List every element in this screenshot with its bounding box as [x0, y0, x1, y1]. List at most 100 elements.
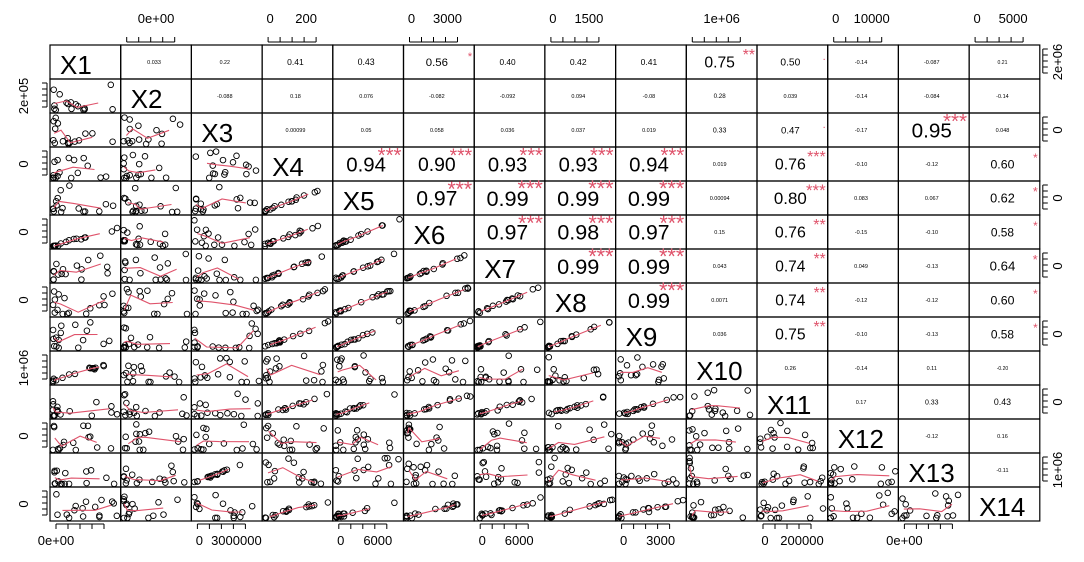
data-point: [120, 236, 128, 244]
smooth-line: [196, 408, 251, 413]
data-point: [550, 366, 557, 373]
smooth-line: [689, 439, 736, 445]
data-point: [476, 476, 483, 483]
data-point: [289, 332, 297, 340]
significance-stars: **: [813, 217, 825, 234]
data-point: [123, 399, 130, 407]
data-point: [191, 404, 198, 411]
data-point: [923, 512, 930, 520]
data-point: [180, 394, 187, 401]
correlation-value: 0.036: [501, 128, 515, 134]
data-point: [286, 231, 293, 238]
data-point: [50, 288, 58, 295]
data-point: [574, 404, 581, 411]
data-point: [132, 256, 140, 264]
data-point: [91, 366, 98, 373]
variable-label: X13: [908, 458, 954, 488]
data-point: [364, 463, 372, 471]
data-point: [350, 268, 358, 275]
data-point: [100, 340, 107, 348]
data-point: [229, 309, 236, 316]
data-point: [164, 260, 172, 267]
data-point: [82, 310, 90, 318]
data-point: [733, 407, 741, 415]
data-point: [705, 406, 713, 413]
data-point: [270, 475, 278, 482]
smooth-line: [337, 466, 392, 478]
correlation-value: 0.22: [220, 60, 230, 66]
data-point: [196, 302, 204, 309]
data-point: [334, 427, 342, 434]
data-point: [337, 274, 345, 281]
axis-tick-label: 0: [832, 11, 839, 26]
data-point: [663, 396, 671, 404]
data-point: [489, 428, 497, 435]
data-point: [125, 199, 132, 206]
data-point: [250, 302, 257, 310]
data-point: [280, 336, 288, 343]
variable-label: X3: [201, 118, 233, 148]
correlation-value: 0.16: [997, 434, 1008, 440]
data-point: [482, 374, 489, 381]
data-point: [129, 377, 137, 385]
data-point: [831, 464, 838, 471]
data-point: [103, 474, 110, 482]
correlation-value: -0.20: [997, 366, 1009, 372]
significance-stars: **: [814, 251, 826, 268]
data-point: [53, 491, 60, 498]
data-point: [211, 241, 218, 249]
data-point: [617, 511, 624, 518]
data-point: [121, 114, 128, 121]
data-point: [156, 264, 164, 271]
data-point: [709, 444, 716, 452]
data-point: [335, 342, 342, 350]
data-point: [387, 480, 395, 488]
smooth-line: [197, 232, 251, 244]
data-point: [83, 468, 90, 475]
data-point: [617, 356, 624, 363]
axis-tick-label: 3000000: [211, 533, 262, 548]
data-point: [785, 477, 793, 485]
data-point: [605, 319, 613, 326]
significance-stars: *: [1033, 321, 1038, 335]
correlation-value: 0.99: [628, 288, 670, 313]
correlation-value: 0.60: [990, 157, 1014, 171]
data-point: [53, 260, 60, 268]
data-point: [453, 501, 460, 508]
data-point: [123, 285, 131, 293]
variable-label: X9: [626, 322, 658, 352]
data-point: [763, 507, 771, 514]
data-point: [79, 513, 87, 520]
data-point: [487, 510, 494, 517]
data-point: [537, 318, 544, 326]
data-point: [537, 494, 544, 501]
data-point: [529, 286, 537, 293]
data-point: [263, 434, 271, 441]
data-point: [494, 429, 501, 437]
smooth-line: [52, 407, 110, 414]
data-point: [806, 478, 814, 486]
smooth-line: [206, 162, 250, 170]
data-point: [646, 435, 654, 442]
data-point: [350, 336, 357, 343]
data-point: [73, 262, 81, 269]
data-point: [101, 301, 108, 309]
data-point: [84, 162, 91, 170]
correlation-value: -0.12: [925, 162, 938, 168]
data-point: [557, 337, 565, 345]
data-point: [427, 333, 435, 341]
data-point: [436, 423, 443, 431]
correlation-value: 0.094: [571, 94, 585, 100]
data-point: [155, 499, 162, 506]
data-point: [218, 241, 226, 248]
data-point: [194, 500, 201, 508]
smooth-line: [337, 436, 379, 446]
data-point: [162, 275, 169, 282]
correlation-value: 0.94: [629, 154, 669, 176]
data-point: [321, 286, 329, 293]
data-point: [457, 321, 465, 328]
correlation-value: 0.11: [927, 366, 937, 372]
data-point: [467, 393, 474, 400]
data-point: [622, 475, 629, 483]
data-point: [302, 398, 310, 406]
